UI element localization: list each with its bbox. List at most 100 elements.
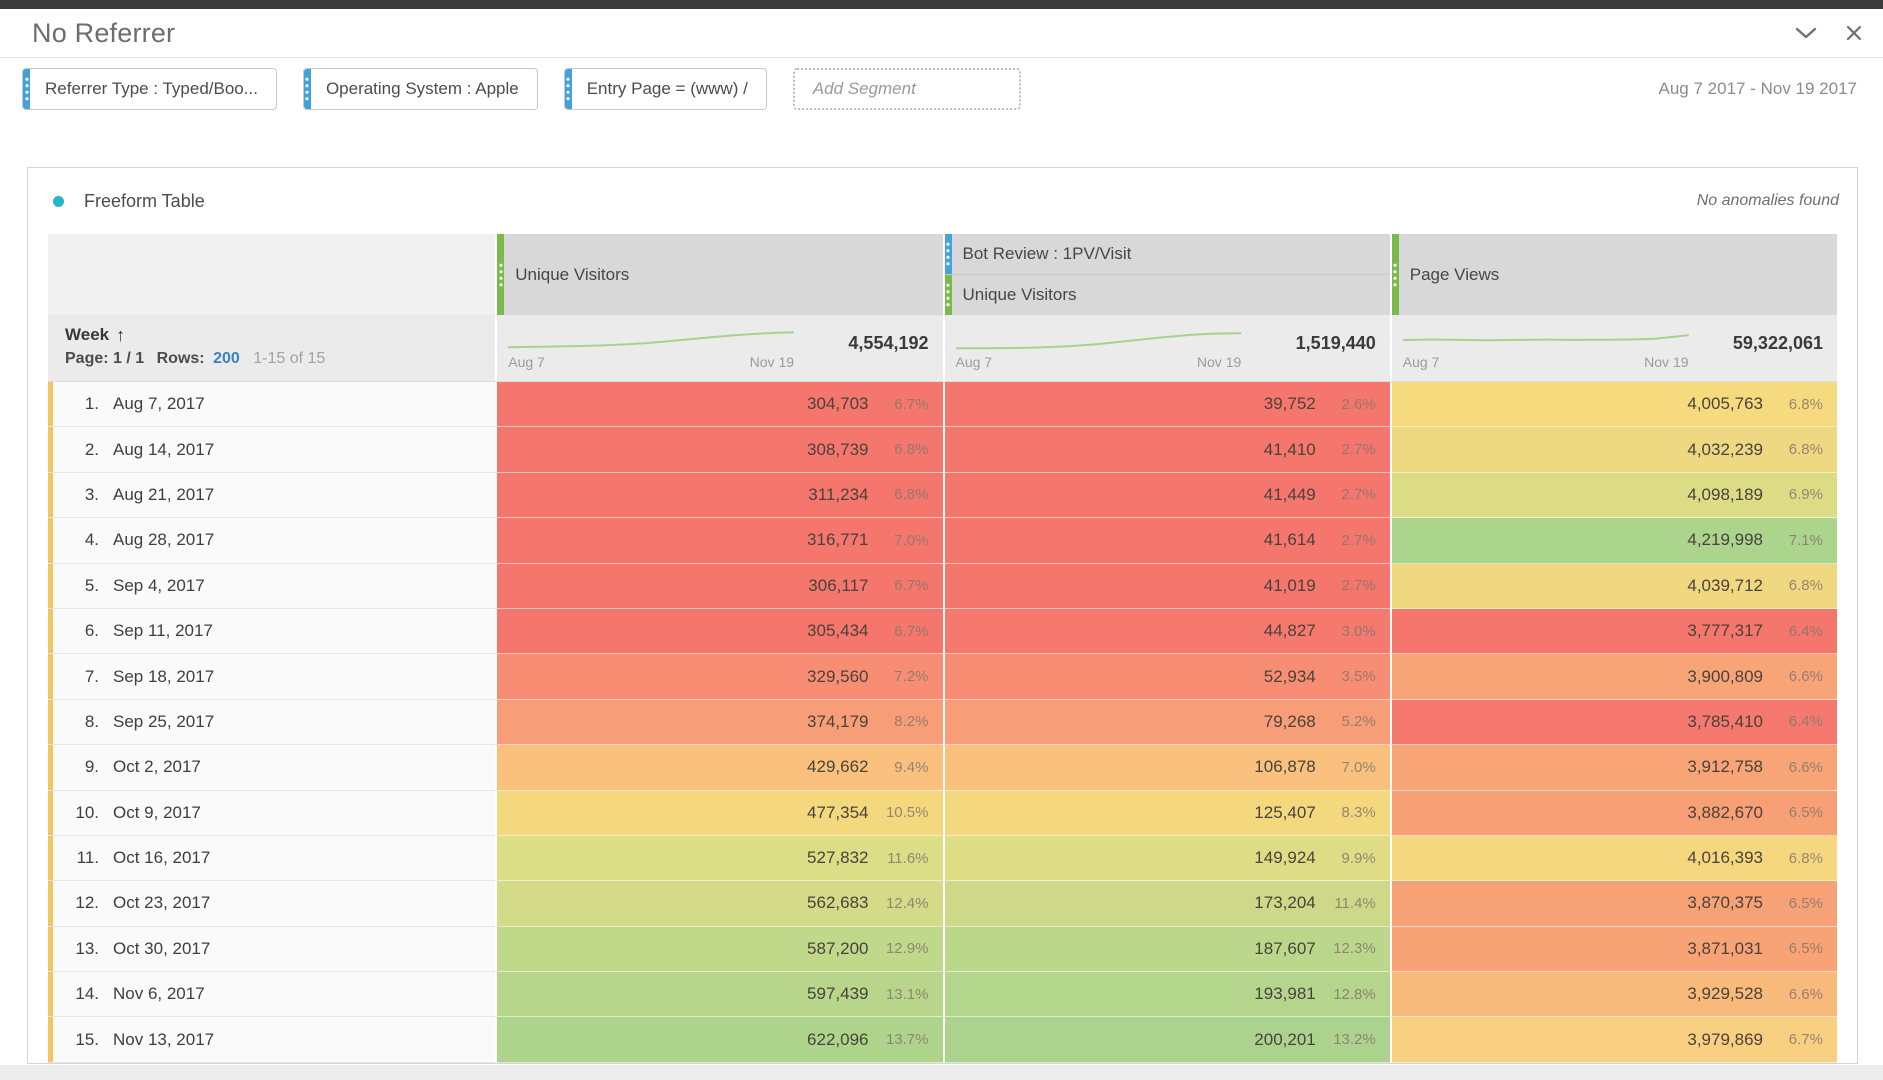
metric-cell[interactable]: 3,882,670 6.5% [1389,790,1837,836]
cell-value: 4,098,189 [1687,484,1763,504]
cell-pct: 12.4% [885,894,929,912]
metric-cell[interactable]: 39,752 2.6% [942,382,1390,428]
metric-cell[interactable]: 374,179 8.2% [495,699,943,746]
metric-cell[interactable]: 597,439 13.1% [495,972,943,1018]
segment-header-bot-review[interactable]: Bot Review : 1PV/Visit [944,234,1390,275]
segment-chip-operating-system[interactable]: Operating System : Apple [302,68,538,110]
metric-cell[interactable]: 79,268 5.2% [942,699,1390,746]
metric-cell[interactable]: 3,912,758 6.6% [1389,745,1837,791]
row-label-cell[interactable]: 9. Oct 2, 2017 [48,745,496,791]
metric-cell[interactable]: 41,019 2.7% [942,563,1390,609]
row-number: 8. [84,711,99,731]
cell-pct: 10.5% [885,804,929,822]
column-header-unique-visitors[interactable]: Unique Visitors [495,234,943,315]
metric-cell[interactable]: 304,703 6.7% [495,382,943,428]
metric-cell[interactable]: 562,683 12.4% [495,881,943,927]
metric-cell[interactable]: 308,739 6.8% [495,427,943,473]
metric-cell[interactable]: 3,979,869 6.7% [1389,1017,1837,1063]
metric-cell[interactable]: 3,870,375 6.5% [1389,881,1837,927]
metric-cell[interactable]: 52,934 3.5% [942,654,1390,700]
cell-pct: 12.9% [885,940,929,958]
metric-cell[interactable]: 316,771 7.0% [495,518,943,564]
row-label-cell[interactable]: 14. Nov 6, 2017 [48,972,496,1018]
row-label-cell[interactable]: 1. Aug 7, 2017 [48,382,496,428]
metric-cell[interactable]: 4,005,763 6.8% [1389,382,1837,428]
row-label-cell[interactable]: 12. Oct 23, 2017 [48,881,496,927]
metric-cell[interactable]: 4,016,393 6.8% [1389,835,1837,882]
metric-cell[interactable]: 306,117 6.7% [495,563,943,609]
row-label-cell[interactable]: 4. Aug 28, 2017 [48,518,496,564]
dimension-label[interactable]: Week [65,325,110,344]
metric-cell[interactable]: 41,449 2.7% [942,472,1390,519]
row-label-cell[interactable]: 2. Aug 14, 2017 [48,427,496,473]
segment-chip-referrer-type[interactable]: Referrer Type : Typed/Boo... [22,68,277,110]
row-label-cell[interactable]: 5. Sep 4, 2017 [48,563,496,609]
cell-pct: 7.0% [1341,758,1376,776]
row-label-cell[interactable]: 3. Aug 21, 2017 [48,472,496,519]
metric-cell[interactable]: 187,607 12.3% [942,926,1390,973]
metric-cell[interactable]: 41,410 2.7% [942,427,1390,473]
metric-cell[interactable]: 3,777,317 6.4% [1389,608,1837,655]
table-row: 12. Oct 23, 2017 562,683 12.4% 173,204 1… [48,881,1837,927]
cell-pct: 6.8% [1788,441,1823,459]
row-label-cell[interactable]: 6. Sep 11, 2017 [48,608,496,655]
cell-value: 329,560 [807,666,869,686]
metric-cell[interactable]: 622,096 13.7% [495,1017,943,1063]
segment-chip-entry-page[interactable]: Entry Page = (www) / [563,68,767,110]
metric-cell[interactable]: 3,871,031 6.5% [1389,926,1837,973]
metric-cell[interactable]: 4,219,998 7.1% [1389,518,1837,564]
add-segment-dropzone[interactable]: Add Segment [792,68,1021,110]
metric-drag-grip-icon [1391,234,1399,315]
metric-total: 4,554,192 [848,332,929,353]
sort-ascending-icon[interactable]: ↑ [116,325,126,345]
rows-count-link[interactable]: 200 [213,350,240,367]
metric-cell[interactable]: 477,354 10.5% [495,790,943,836]
metric-cell[interactable]: 106,878 7.0% [942,745,1390,791]
metric-cell[interactable]: 44,827 3.0% [942,608,1390,655]
column-header-bot-unique-visitors[interactable]: Unique Visitors [944,275,1390,315]
cell-pct: 6.5% [1788,940,1823,958]
cell-value: 173,204 [1254,893,1316,913]
close-icon[interactable] [1843,22,1865,44]
row-label-cell[interactable]: 13. Oct 30, 2017 [48,926,496,973]
row-label-cell[interactable]: 10. Oct 9, 2017 [48,790,496,836]
row-label-cell[interactable]: 8. Sep 25, 2017 [48,699,496,746]
metric-cell[interactable]: 527,832 11.6% [495,835,943,882]
metric-cell[interactable]: 193,981 12.8% [942,972,1390,1018]
cell-pct: 3.0% [1341,622,1376,640]
metric-cell[interactable]: 41,614 2.7% [942,518,1390,564]
cell-pct: 6.8% [1788,577,1823,595]
metric-cell[interactable]: 3,785,410 6.4% [1389,699,1837,746]
cell-value: 306,117 [808,575,869,595]
table-row: 9. Oct 2, 2017 429,662 9.4% 106,878 7.0%… [48,745,1837,791]
cell-value: 3,870,375 [1687,893,1763,913]
cell-value: 429,662 [807,757,869,777]
metric-cell[interactable]: 429,662 9.4% [495,745,943,791]
visualization-dot-icon[interactable] [53,195,64,207]
date-range-selector[interactable]: Aug 7 2017 - Nov 19 2017 [1658,79,1857,98]
cell-value: 39,752 [1263,394,1316,414]
metric-cell[interactable]: 311,234 6.8% [495,472,943,519]
metric-cell[interactable]: 125,407 8.3% [942,790,1390,836]
metric-cell[interactable]: 305,434 6.7% [495,608,943,655]
metric-cell[interactable]: 4,039,712 6.8% [1389,563,1837,609]
metric-cell[interactable]: 200,201 13.2% [942,1017,1390,1063]
metric-cell[interactable]: 149,924 9.9% [942,835,1390,882]
metric-cell[interactable]: 587,200 12.9% [495,926,943,973]
dimension-accent-bar [48,427,53,472]
metric-cell[interactable]: 329,560 7.2% [495,654,943,700]
metric-cell[interactable]: 173,204 11.4% [942,881,1390,927]
collapse-chevron-icon[interactable] [1795,22,1817,44]
metric-cell[interactable]: 3,929,528 6.6% [1389,972,1837,1018]
cell-pct: 6.4% [1788,713,1823,731]
metric-cell[interactable]: 4,098,189 6.9% [1389,472,1837,519]
row-date: Oct 16, 2017 [113,848,211,868]
row-number: 4. [84,530,99,550]
totals-cell-bot-unique-visitors: Aug 7 Nov 19 1,519,440 [942,315,1390,381]
column-header-page-views[interactable]: Page Views [1389,234,1837,315]
row-label-cell[interactable]: 15. Nov 13, 2017 [48,1017,496,1063]
metric-cell[interactable]: 4,032,239 6.8% [1389,427,1837,473]
row-label-cell[interactable]: 7. Sep 18, 2017 [48,654,496,700]
row-label-cell[interactable]: 11. Oct 16, 2017 [48,835,496,882]
metric-cell[interactable]: 3,900,809 6.6% [1389,654,1837,700]
